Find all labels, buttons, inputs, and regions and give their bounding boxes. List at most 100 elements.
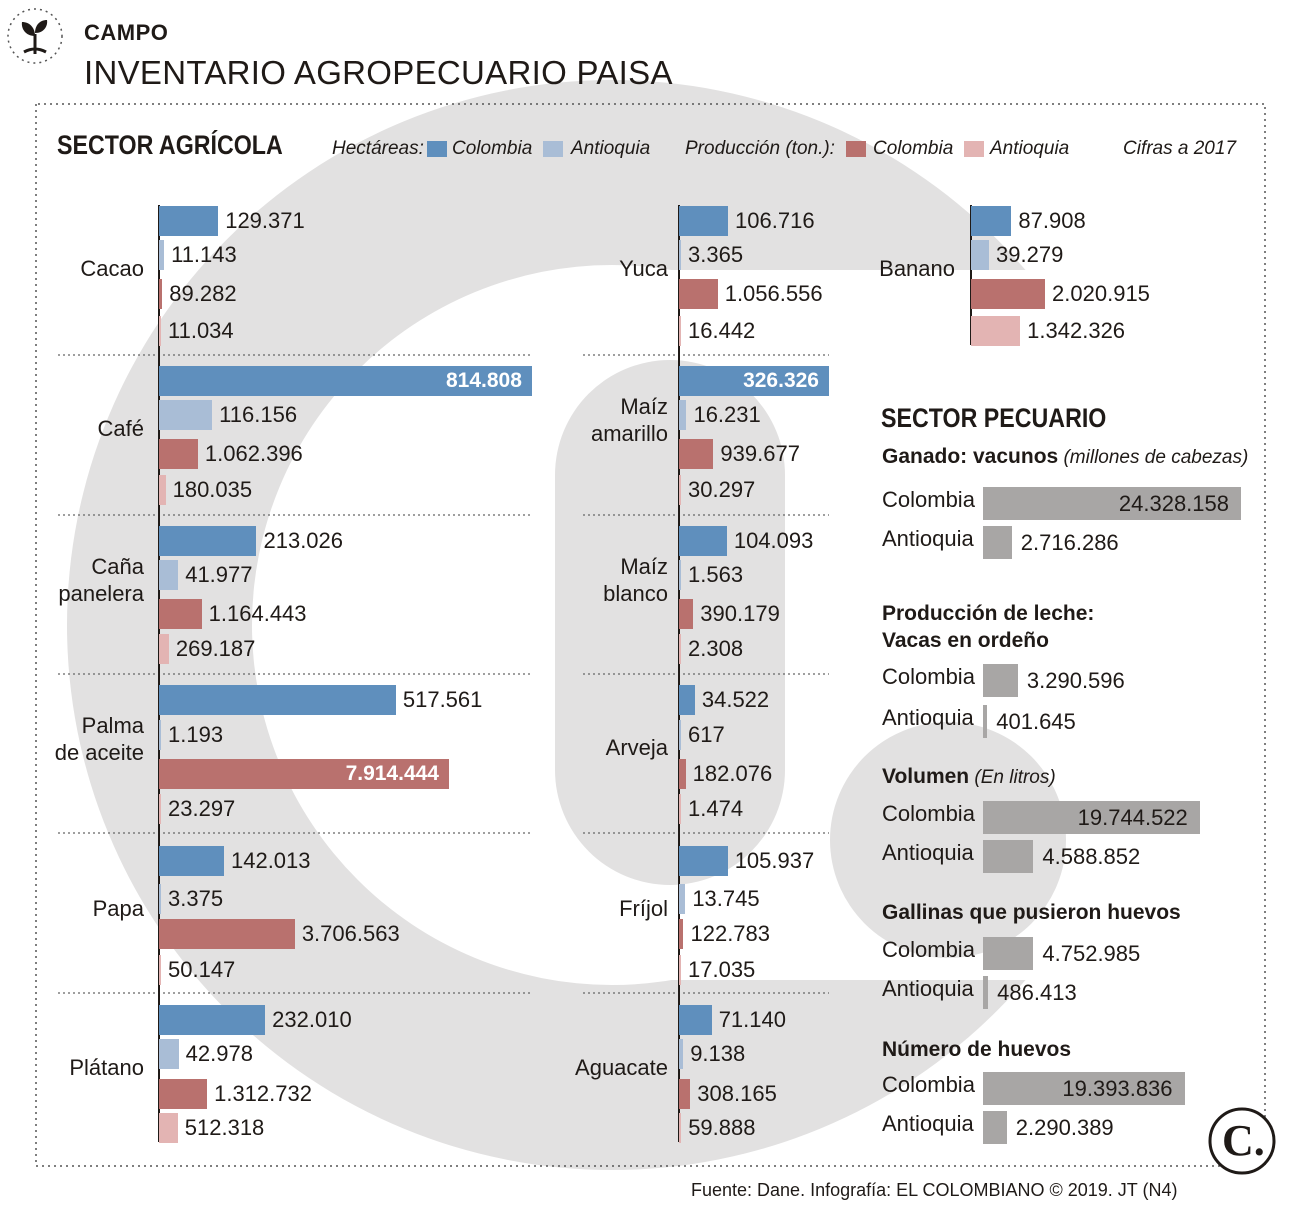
bar-cacao-prod-antioquia	[159, 316, 161, 346]
bar-cafe-hect-antioquia	[159, 400, 213, 430]
bar-arveja-prod-colombia	[679, 759, 686, 789]
bar-frijol-hect-antioquia	[679, 884, 686, 914]
value-frijol-prod-antioquia: 17.035	[688, 957, 756, 982]
crop-axis-line	[158, 205, 160, 1142]
value-maiz-blanco-prod-colombia: 390.179	[700, 601, 780, 626]
crop-label-frijol: Fríjol	[619, 896, 668, 921]
value-maiz-blanco-hect-colombia: 104.093	[733, 528, 814, 553]
pecuario-group-title-gallinas-que-pusieron-huevos: Gallinas que pusieron huevos	[882, 901, 1181, 924]
footer-logo-letter: C.	[1222, 1116, 1265, 1165]
pecuario-value-produccion-de-leche--colombia: 3.290.596	[1026, 668, 1125, 693]
bar-palma-de-aceite-hect-antioquia	[159, 720, 161, 750]
bar-cana-panelera-hect-colombia	[159, 526, 257, 556]
crop-axis-line	[970, 205, 972, 345]
crop-label-yuca: Yuca	[619, 256, 668, 281]
pecuario-bar-gallinas-que-pusieron-huevos-antioquia	[983, 976, 989, 1009]
bar-aguacate-prod-colombia	[679, 1079, 691, 1109]
bar-aguacate-prod-antioquia	[679, 1113, 682, 1143]
bar-banano-prod-antioquia	[971, 316, 1021, 346]
bar-aguacate-hect-antioquia	[679, 1039, 684, 1069]
value-yuca-prod-colombia: 1.056.556	[724, 281, 823, 306]
pecuario-value-volumen-colombia: 19.744.522	[1077, 805, 1188, 830]
bar-cana-panelera-hect-antioquia	[159, 560, 179, 590]
pecuario-bar-ganado-vacunos-colombia	[983, 487, 1241, 520]
bar-platano-hect-antioquia	[159, 1039, 179, 1069]
bar-papa-prod-colombia	[159, 919, 295, 949]
legend-note: Cifras a 2017	[1123, 138, 1237, 159]
value-maiz-amarillo-hect-colombia: 326.326	[743, 369, 819, 392]
value-maiz-amarillo-prod-antioquia: 30.297	[688, 477, 756, 502]
legend-swatch-hect-antioquia	[543, 141, 563, 157]
pecuario-group-title2-produccion-de-leche-: Vacas en ordeño	[882, 629, 1049, 652]
pecuario-bar-gallinas-que-pusieron-huevos-colombia	[983, 937, 1034, 970]
bar-papa-hect-colombia	[159, 846, 224, 876]
legend-swatch-prod-antioquia	[964, 141, 984, 157]
value-cacao-hect-colombia: 129.371	[225, 208, 305, 233]
pecuario-value-produccion-de-leche--antioquia: 401.645	[996, 709, 1076, 734]
value-banano-hect-colombia: 87.908	[1018, 208, 1086, 233]
legend-hect-colombia: Colombia	[452, 138, 533, 159]
pecuario-row-label-ganado-vacunos-antioquia: Antioquia	[882, 526, 974, 551]
value-platano-prod-antioquia: 512.318	[184, 1115, 265, 1140]
bar-maiz-blanco-hect-colombia	[679, 526, 727, 556]
pecuario-value-volumen-antioquia: 4.588.852	[1042, 844, 1141, 869]
pecuario-row-label-gallinas-que-pusieron-huevos-antioquia: Antioquia	[882, 976, 974, 1001]
value-platano-hect-colombia: 232.010	[272, 1007, 352, 1032]
value-aguacate-hect-colombia: 71.140	[718, 1007, 786, 1032]
value-arveja-prod-antioquia: 1.474	[688, 796, 744, 821]
legend-production-label: Producción (ton.):	[685, 138, 835, 159]
value-cana-panelera-prod-antioquia: 269.187	[175, 636, 256, 661]
value-palma-de-aceite-prod-antioquia: 23.297	[168, 796, 236, 821]
bar-cacao-hect-colombia	[159, 206, 219, 236]
pecuario-row-label-numero-de-huevos-antioquia: Antioquia	[882, 1111, 974, 1136]
crop-label-cacao: Cacao	[80, 256, 144, 281]
bar-maiz-amarillo-prod-colombia	[679, 439, 714, 469]
pecuario-bar-produccion-de-leche--antioquia	[983, 705, 988, 738]
pecuario-bar-produccion-de-leche--colombia	[983, 664, 1018, 697]
bar-cacao-prod-colombia	[159, 279, 163, 309]
value-cacao-prod-colombia: 89.282	[169, 281, 237, 306]
value-frijol-hect-colombia: 105.937	[734, 848, 815, 873]
crop-label-palma-de-aceite: Palma de aceite	[54, 713, 144, 765]
bar-platano-prod-colombia	[159, 1079, 208, 1109]
bar-frijol-hect-colombia	[679, 846, 728, 876]
bar-yuca-prod-colombia	[679, 279, 718, 309]
value-maiz-amarillo-hect-antioquia: 16.231	[693, 402, 761, 427]
crop-label-papa: Papa	[92, 896, 144, 921]
pecuario-row-label-volumen-colombia: Colombia	[882, 801, 975, 826]
bar-aguacate-hect-colombia	[679, 1005, 712, 1035]
pecuario-group-title-ganado-vacunos: Ganado: vacunos (millones de cabezas)	[882, 445, 1249, 468]
value-maiz-blanco-prod-antioquia: 2.308	[688, 636, 744, 661]
value-palma-de-aceite-hect-antioquia: 1.193	[168, 722, 224, 747]
pecuario-group-title-numero-de-huevos: Número de huevos	[882, 1038, 1072, 1061]
plant-sprout-icon	[21, 20, 48, 54]
pecuario-value-numero-de-huevos-colombia: 19.393.836	[1062, 1076, 1173, 1101]
value-arveja-hect-antioquia: 617	[688, 722, 725, 747]
bar-cana-panelera-prod-colombia	[159, 599, 202, 629]
value-arveja-prod-colombia: 182.076	[692, 761, 773, 786]
value-palma-de-aceite-hect-colombia: 517.561	[402, 687, 483, 712]
crop-axis-line	[678, 205, 680, 1142]
bar-banano-hect-antioquia	[971, 240, 990, 270]
bar-arveja-prod-antioquia	[679, 794, 681, 824]
value-cafe-prod-antioquia: 180.035	[172, 477, 253, 502]
pecuario-group-title-volumen: Volumen (En litros)	[882, 765, 1056, 788]
bar-palma-de-aceite-prod-colombia	[159, 759, 449, 789]
pecuario-bar-numero-de-huevos-antioquia	[983, 1111, 1007, 1144]
crop-label-platano: Plátano	[69, 1055, 144, 1080]
pecuario-bar-volumen-colombia	[983, 801, 1200, 834]
pecuario-bar-ganado-vacunos-antioquia	[983, 526, 1012, 559]
bar-palma-de-aceite-hect-colombia	[159, 685, 396, 715]
pecuario-bar-numero-de-huevos-colombia	[983, 1072, 1185, 1105]
bar-maiz-blanco-prod-colombia	[679, 599, 694, 629]
value-yuca-hect-antioquia: 3.365	[688, 242, 744, 267]
value-cana-panelera-hect-colombia: 213.026	[263, 528, 344, 553]
el-colombiano-logo-icon	[1208, 1107, 1276, 1175]
pecuario-row-label-numero-de-huevos-colombia: Colombia	[882, 1072, 975, 1097]
value-platano-prod-colombia: 1.312.732	[214, 1081, 312, 1106]
bar-cana-panelera-prod-antioquia	[159, 634, 169, 664]
bar-cafe-prod-colombia	[159, 439, 198, 469]
bar-banano-prod-colombia	[971, 279, 1046, 309]
